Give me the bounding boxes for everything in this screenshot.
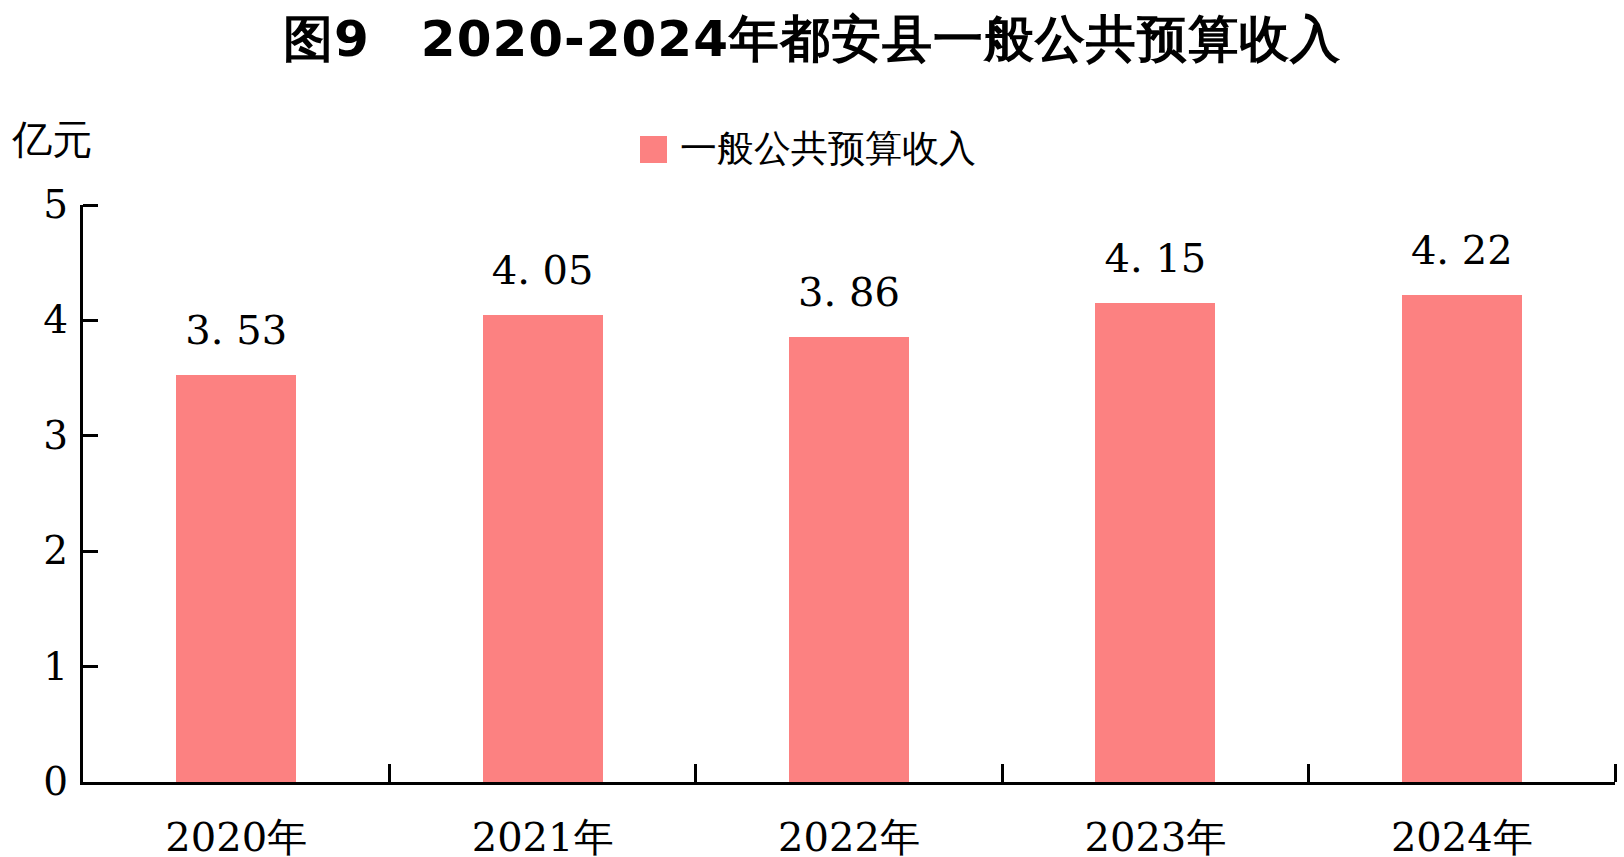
bar	[789, 337, 909, 782]
plot-area: 0123453. 532020年4. 052021年3. 862022年4. 1…	[80, 205, 1615, 785]
bar-value-label: 4. 22	[1411, 227, 1513, 273]
x-category-label: 2023年	[1002, 810, 1308, 857]
y-axis-tick	[83, 550, 98, 553]
bar	[176, 375, 296, 782]
x-category-label: 2020年	[83, 810, 389, 857]
y-axis-tick	[83, 319, 98, 322]
y-axis-tick	[83, 204, 98, 207]
x-axis-tick	[694, 764, 697, 782]
y-axis-unit-label: 亿元	[12, 112, 92, 167]
x-axis-tick	[1307, 764, 1310, 782]
bar	[1095, 303, 1215, 782]
legend-label: 一般公共预算收入	[680, 124, 976, 174]
y-tick-label: 2	[18, 530, 68, 572]
bar-value-label: 4. 05	[492, 247, 594, 293]
y-tick-label: 0	[18, 761, 68, 803]
bar-value-label: 3. 86	[798, 269, 900, 315]
y-tick-label: 1	[18, 646, 68, 688]
y-axis-tick	[83, 665, 98, 668]
bar	[483, 315, 603, 782]
x-category-label: 2022年	[696, 810, 1002, 857]
y-tick-label: 5	[18, 184, 68, 226]
x-category-label: 2021年	[389, 810, 695, 857]
y-tick-label: 4	[18, 299, 68, 341]
x-axis-tick	[388, 764, 391, 782]
y-axis-tick	[83, 434, 98, 437]
x-axis-tick	[1614, 764, 1617, 782]
y-tick-label: 3	[18, 415, 68, 457]
chart-title: 图9 2020-2024年都安县一般公共预算收入	[0, 6, 1624, 73]
bar-value-label: 4. 15	[1105, 235, 1207, 281]
x-category-label: 2024年	[1309, 810, 1615, 857]
bar	[1402, 295, 1522, 782]
x-axis-tick	[1001, 764, 1004, 782]
bar-value-label: 3. 53	[185, 307, 287, 353]
legend: 一般公共预算收入	[640, 124, 976, 174]
legend-swatch-icon	[640, 136, 667, 163]
